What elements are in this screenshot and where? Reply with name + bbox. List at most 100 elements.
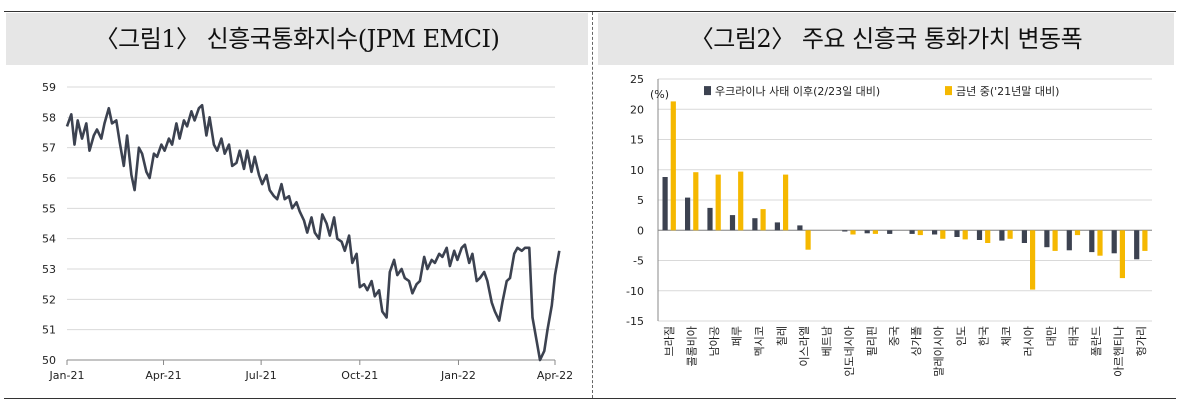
- category-label: 필리핀: [865, 326, 878, 356]
- x-tick-label: Apr-22: [537, 369, 573, 382]
- category-label: 러시아: [1023, 326, 1036, 356]
- bar-since-crisis: [1111, 230, 1117, 254]
- y-tick-label: 0: [637, 224, 644, 237]
- category-label: 태국: [1067, 326, 1080, 346]
- bar-since-crisis: [662, 177, 668, 231]
- y-tick-label: 51: [42, 324, 56, 337]
- category-label: 남아공: [708, 326, 721, 356]
- y-tick-label: 57: [42, 142, 56, 155]
- bar-since-crisis: [976, 230, 983, 240]
- emci-series-line: [65, 103, 561, 362]
- category-label: 멕시코: [753, 326, 766, 356]
- y-tick-label: 55: [42, 202, 56, 215]
- bar-since-crisis: [864, 230, 870, 234]
- category-label: 아르헨티나: [1112, 326, 1125, 377]
- bar-since-crisis: [752, 218, 758, 231]
- category-label: 싱가폴: [910, 326, 923, 356]
- bar-since-crisis: [999, 230, 1005, 241]
- bar-since-crisis: [954, 230, 960, 237]
- bar-since-crisis: [1021, 230, 1027, 243]
- bar-since-crisis: [707, 207, 713, 231]
- category-label: 페루: [731, 326, 744, 346]
- bottom-rule: [4, 398, 1176, 399]
- bar-year-to-date: [985, 230, 991, 243]
- bar-year-to-date: [1030, 230, 1036, 290]
- x-tick-label: Jul-21: [245, 369, 277, 382]
- emci-line-chart: 50 51 52 53 54 55 56 57 58 59 Jan-21 Apr-21 Jul-21 Oc…: [42, 81, 573, 382]
- bar-year-to-date: [962, 230, 968, 240]
- bar-year-to-date: [805, 230, 811, 250]
- category-label: 콜롬비아: [686, 326, 699, 366]
- currency-change-bar-chart: 25 20 15 10 5 0 -5 -10 -15 (%) 우크라이나 사태 이후(2/23일 대…: [626, 73, 1152, 377]
- y-tick-label: 25: [630, 73, 644, 86]
- legend-label-dark: 우크라이나 사태 이후(2/23일 대비): [715, 84, 880, 98]
- y-tick-label: 20: [630, 103, 644, 116]
- bar-year-to-date: [1119, 230, 1125, 279]
- bar-year-to-date: [693, 172, 699, 231]
- bar-year-to-date: [715, 174, 721, 231]
- category-label: 이스라엘: [798, 326, 811, 366]
- x-tick-label: Jan-21: [49, 369, 85, 382]
- bar-year-to-date: [850, 230, 856, 235]
- y-tick-label: -5: [633, 255, 644, 268]
- y-tick-label: 10: [630, 164, 644, 177]
- bar-since-crisis: [685, 197, 691, 231]
- y-tick-label: 53: [42, 263, 56, 276]
- category-label: 대만: [1045, 326, 1058, 346]
- legend-swatch-yellow: [945, 86, 952, 96]
- bar-year-to-date: [738, 171, 744, 231]
- category-label: 폴란드: [1090, 326, 1103, 356]
- bar-year-to-date: [917, 230, 923, 236]
- y-tick-label: -10: [626, 285, 644, 298]
- bar-since-crisis: [1044, 230, 1050, 248]
- bar-year-to-date: [1142, 230, 1148, 251]
- bar-since-crisis: [774, 222, 780, 231]
- figure2-title: 〈그림2〉 주요 신흥국 통화가치 변동폭: [598, 13, 1174, 65]
- bar-year-to-date: [940, 230, 946, 239]
- y-tick-label: 5: [637, 194, 644, 207]
- bar-year-to-date: [1052, 230, 1058, 251]
- y-tick-label: 56: [42, 172, 56, 185]
- category-label: 인도: [955, 326, 968, 346]
- y-tick-label: 52: [42, 293, 56, 306]
- y-unit-label: (%): [650, 88, 669, 101]
- bar-since-crisis: [842, 230, 848, 232]
- bar-year-to-date: [783, 174, 789, 231]
- category-label: 체코: [1000, 326, 1013, 346]
- panel-divider: [592, 12, 593, 398]
- category-label: 헝가리: [1135, 326, 1148, 356]
- legend-swatch-dark: [704, 86, 711, 96]
- bar-since-crisis: [887, 230, 893, 234]
- bar-year-to-date: [1007, 230, 1013, 239]
- y-tick-label: 50: [42, 354, 56, 367]
- bar-since-crisis: [909, 230, 915, 234]
- top-rule: [4, 11, 1176, 12]
- category-label: 한국: [978, 326, 991, 346]
- x-tick-label: Oct-21: [341, 369, 378, 382]
- category-label: 중국: [888, 326, 901, 346]
- legend-label-yellow: 금년 중('21년말 대비): [956, 85, 1059, 98]
- bar-since-crisis: [729, 215, 736, 231]
- bar-since-crisis: [932, 230, 938, 235]
- bar-year-to-date: [1074, 230, 1081, 236]
- bar-year-to-date: [1097, 230, 1103, 256]
- bar-since-crisis: [1134, 230, 1140, 260]
- bar-since-crisis: [1089, 230, 1095, 253]
- bar-year-to-date: [872, 230, 878, 234]
- bar-year-to-date: [670, 101, 676, 231]
- category-label: 인도네시아: [843, 326, 856, 377]
- y-tick-label: 59: [42, 81, 56, 94]
- figure1-title: 〈그림1〉 신흥국통화지수(JPM EMCI): [6, 13, 588, 65]
- bar-since-crisis: [1066, 230, 1072, 251]
- category-label: 말레이시아: [933, 326, 946, 377]
- x-tick-label: Apr-21: [145, 369, 181, 382]
- y-tick-label: 58: [42, 111, 56, 124]
- y-tick-label: 54: [42, 233, 56, 246]
- category-label: 베트남: [820, 326, 833, 356]
- bar-year-to-date: [760, 209, 766, 231]
- y-tick-label: -15: [626, 315, 644, 328]
- category-label: 브라질: [663, 326, 676, 356]
- bar-since-crisis: [797, 225, 803, 231]
- y-tick-label: 15: [630, 134, 644, 147]
